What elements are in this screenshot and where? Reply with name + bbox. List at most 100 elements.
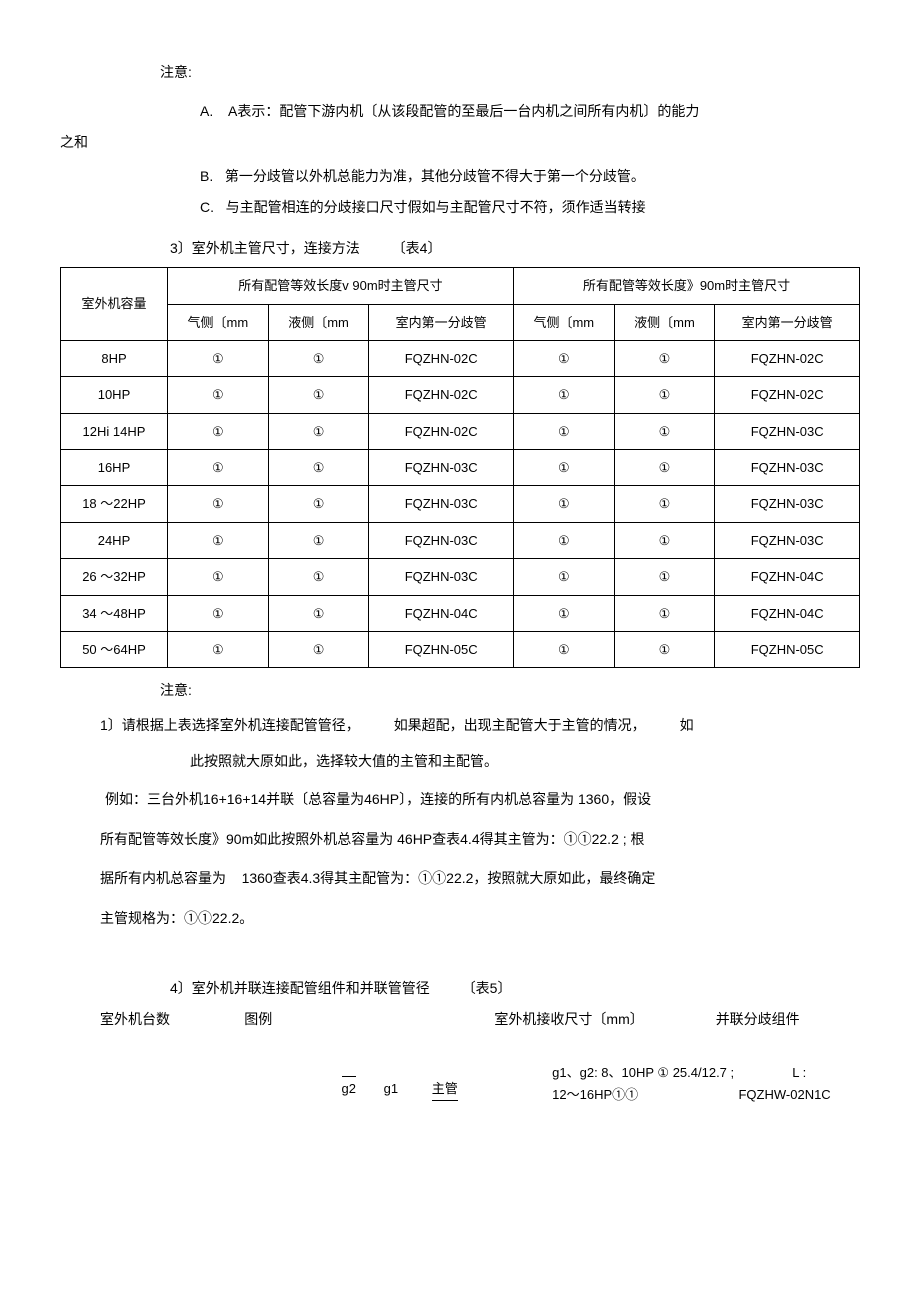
table-row: 8HP①①FQZHN-02C①①FQZHN-02C xyxy=(61,340,860,376)
table-row: 室外机容量 所有配管等效长度v 90m时主管尺寸 所有配管等效长度》90m时主管… xyxy=(61,268,860,304)
table-cell: FQZHN-02C xyxy=(715,377,860,413)
t5-h3: 室外机接收尺寸〔mm〕 xyxy=(494,1007,715,1032)
table-cell: FQZHN-03C xyxy=(715,486,860,522)
mid-line1-a: 1〕请根据上表选择室外机连接配管管径， xyxy=(100,710,360,741)
note-a-tail: 之和 xyxy=(60,130,860,155)
table-cell: 18 ～22HP xyxy=(61,486,168,522)
table-cell: FQZHN-05C xyxy=(369,632,514,668)
table-cell: ① xyxy=(614,413,715,449)
th-capacity: 室外机容量 xyxy=(61,268,168,341)
section3-title-b: 〔表4〕 xyxy=(392,240,442,256)
table-cell: FQZHN-03C xyxy=(715,450,860,486)
note-b-text: 第一分歧管以外机总能力为准，其他分歧管不得大于第一个分歧管。 xyxy=(225,168,645,184)
table-cell: ① xyxy=(167,377,268,413)
example-l3: 据所有内机总容量为 1360查表4.3得其主配管为：①①22.2，按照就大原如此… xyxy=(100,862,860,896)
table-row: 26 ～32HP①①FQZHN-03C①①FQZHN-04C xyxy=(61,559,860,595)
table-cell: ① xyxy=(614,377,715,413)
table-cell: ① xyxy=(513,340,614,376)
th-liquid1: 液侧〔mm xyxy=(268,304,369,340)
table-cell: ① xyxy=(614,632,715,668)
table-cell: ① xyxy=(614,450,715,486)
note-item-a: A. A表示：配管下游内机〔从该段配管的至最后一台内机之间所有内机〕的能力 之和 xyxy=(60,99,860,155)
table-cell: ① xyxy=(614,559,715,595)
note-a-text: A表示：配管下游内机〔从该段配管的至最后一台内机之间所有内机〕的能力 xyxy=(228,103,699,119)
table-row: 24HP①①FQZHN-03C①①FQZHN-03C xyxy=(61,522,860,558)
table-cell: ① xyxy=(167,632,268,668)
t5-h1: 室外机台数 xyxy=(100,1007,244,1032)
join-l1: L : xyxy=(738,1062,860,1084)
th-branch1: 室内第一分歧管 xyxy=(369,304,514,340)
mid-line1: 1〕请根据上表选择室外机连接配管管径， 如果超配，出现主配管大于主管的情况， 如 xyxy=(100,710,860,741)
table-cell: 8HP xyxy=(61,340,168,376)
table4: 室外机容量 所有配管等效长度v 90m时主管尺寸 所有配管等效长度》90m时主管… xyxy=(60,267,860,668)
table-cell: ① xyxy=(513,377,614,413)
table-row: 10HP①①FQZHN-02C①①FQZHN-02C xyxy=(61,377,860,413)
notice-label-top: 注意: xyxy=(160,60,860,85)
table-cell: FQZHN-05C xyxy=(715,632,860,668)
table-row: 18 ～22HP①①FQZHN-03C①①FQZHN-03C xyxy=(61,486,860,522)
note-item-c: C. 与主配管相连的分歧接口尺寸假如与主配管尺寸不符，须作适当转接 xyxy=(200,195,860,220)
note-item-b: B. 第一分歧管以外机总能力为准，其他分歧管不得大于第一个分歧管。 xyxy=(200,164,860,189)
example-l1: 例如：三台外机16+16+14并联〔总容量为46HP〕，连接的所有内机总容量为 … xyxy=(105,783,860,817)
table-cell: 26 ～32HP xyxy=(61,559,168,595)
table-cell: ① xyxy=(268,450,369,486)
table-cell: ① xyxy=(513,522,614,558)
table-cell: ① xyxy=(167,450,268,486)
th-gas2: 气侧〔mm xyxy=(513,304,614,340)
table-cell: ① xyxy=(167,486,268,522)
diagram-main: 主管 xyxy=(432,1077,458,1101)
table-cell: FQZHN-03C xyxy=(369,522,514,558)
mid-line2: 此按照就大原如此，选择较大值的主管和主配管。 xyxy=(190,746,860,777)
spec-l2: 12～16HP①① xyxy=(552,1084,738,1106)
table-cell: 50 ～64HP xyxy=(61,632,168,668)
table-cell: ① xyxy=(268,559,369,595)
example-l2: 所有配管等效长度》90m如此按照外机总容量为 46HP查表4.4得其主管为：①①… xyxy=(100,823,860,857)
ex-l3-a: 据所有内机总容量为 xyxy=(100,870,226,886)
table-cell: ① xyxy=(167,340,268,376)
t5-spec: g1、g2: 8、10HP ① 25.4/12.7 ; 12～16HP①① xyxy=(552,1062,738,1106)
table-cell: FQZHN-03C xyxy=(715,413,860,449)
join-l2: FQZHW-02N1C xyxy=(738,1084,860,1106)
table-cell: 24HP xyxy=(61,522,168,558)
table-cell: ① xyxy=(513,595,614,631)
table-cell: FQZHN-02C xyxy=(369,413,514,449)
table-row: 12Hi 14HP①①FQZHN-02C①①FQZHN-03C xyxy=(61,413,860,449)
ex-l2-a: 所有配管等效长度》90m如此按照外机总容量为 xyxy=(100,831,393,847)
example-l4: 主管规格为：①①22.2。 xyxy=(100,902,860,936)
section4-title: 4〕室外机并联连接配管组件和并联管管径 〔表5〕 xyxy=(170,976,860,1001)
table-cell: FQZHN-04C xyxy=(369,595,514,631)
th-gas1: 气侧〔mm xyxy=(167,304,268,340)
table-cell: ① xyxy=(268,377,369,413)
table-cell: FQZHN-03C xyxy=(369,450,514,486)
diagram-g1: g1 xyxy=(384,1077,398,1100)
table-cell: FQZHN-04C xyxy=(715,595,860,631)
spec-l1: g1、g2: 8、10HP ① 25.4/12.7 ; xyxy=(552,1062,738,1084)
t5-h4: 并联分歧组件 xyxy=(716,1007,860,1032)
section4-title-b: 〔表5〕 xyxy=(462,980,512,996)
th-liquid2: 液侧〔mm xyxy=(614,304,715,340)
table-cell: FQZHN-03C xyxy=(369,486,514,522)
note-c-text: 与主配管相连的分歧接口尺寸假如与主配管尺寸不符，须作适当转接 xyxy=(226,199,646,215)
table-cell: 10HP xyxy=(61,377,168,413)
table-row: 34 ～48HP①①FQZHN-04C①①FQZHN-04C xyxy=(61,595,860,631)
table-cell: FQZHN-02C xyxy=(715,340,860,376)
table-cell: ① xyxy=(268,340,369,376)
table-cell: FQZHN-03C xyxy=(369,559,514,595)
table-cell: ① xyxy=(268,632,369,668)
table-cell: FQZHN-02C xyxy=(369,377,514,413)
note-b-prefix: B. xyxy=(200,168,213,184)
table-row: 16HP①①FQZHN-03C①①FQZHN-03C xyxy=(61,450,860,486)
table-cell: ① xyxy=(268,595,369,631)
table-row: 气侧〔mm 液侧〔mm 室内第一分歧管 气侧〔mm 液侧〔mm 室内第一分歧管 xyxy=(61,304,860,340)
note-a-prefix: A. xyxy=(200,103,213,119)
ex-l2-b: 46HP查表4.4得其主管为：①①22.2 ; 根 xyxy=(397,831,644,847)
table-cell: ① xyxy=(614,486,715,522)
t5-h2: 图例 xyxy=(244,1007,494,1032)
table-cell: ① xyxy=(167,413,268,449)
table-cell: ① xyxy=(614,522,715,558)
table-cell: ① xyxy=(513,559,614,595)
th-branch2: 室内第一分歧管 xyxy=(715,304,860,340)
section4-title-a: 4〕室外机并联连接配管组件和并联管管径 xyxy=(170,980,430,996)
table5-row: g2 g1 主管 g1、g2: 8、10HP ① 25.4/12.7 ; 12～… xyxy=(100,1062,860,1106)
mid-line1-b: 如果超配，出现主配管大于主管的情况， xyxy=(394,710,646,741)
